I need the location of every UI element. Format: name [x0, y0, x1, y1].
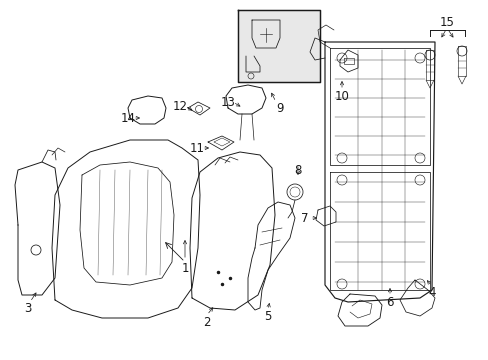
Text: 15: 15 [439, 15, 453, 28]
Text: 7: 7 [301, 212, 308, 225]
Text: 8: 8 [294, 163, 301, 176]
Text: 2: 2 [203, 315, 210, 328]
Text: 4: 4 [427, 285, 435, 298]
Text: 12: 12 [172, 99, 187, 113]
Text: 6: 6 [386, 296, 393, 309]
Text: 1: 1 [181, 261, 188, 274]
Text: 14: 14 [120, 112, 135, 125]
Text: 11: 11 [189, 141, 204, 154]
Text: 5: 5 [264, 310, 271, 323]
Text: 3: 3 [24, 302, 32, 315]
Polygon shape [238, 10, 319, 82]
Text: 10: 10 [334, 90, 349, 103]
Text: 9: 9 [276, 102, 283, 114]
Text: 13: 13 [220, 95, 235, 108]
